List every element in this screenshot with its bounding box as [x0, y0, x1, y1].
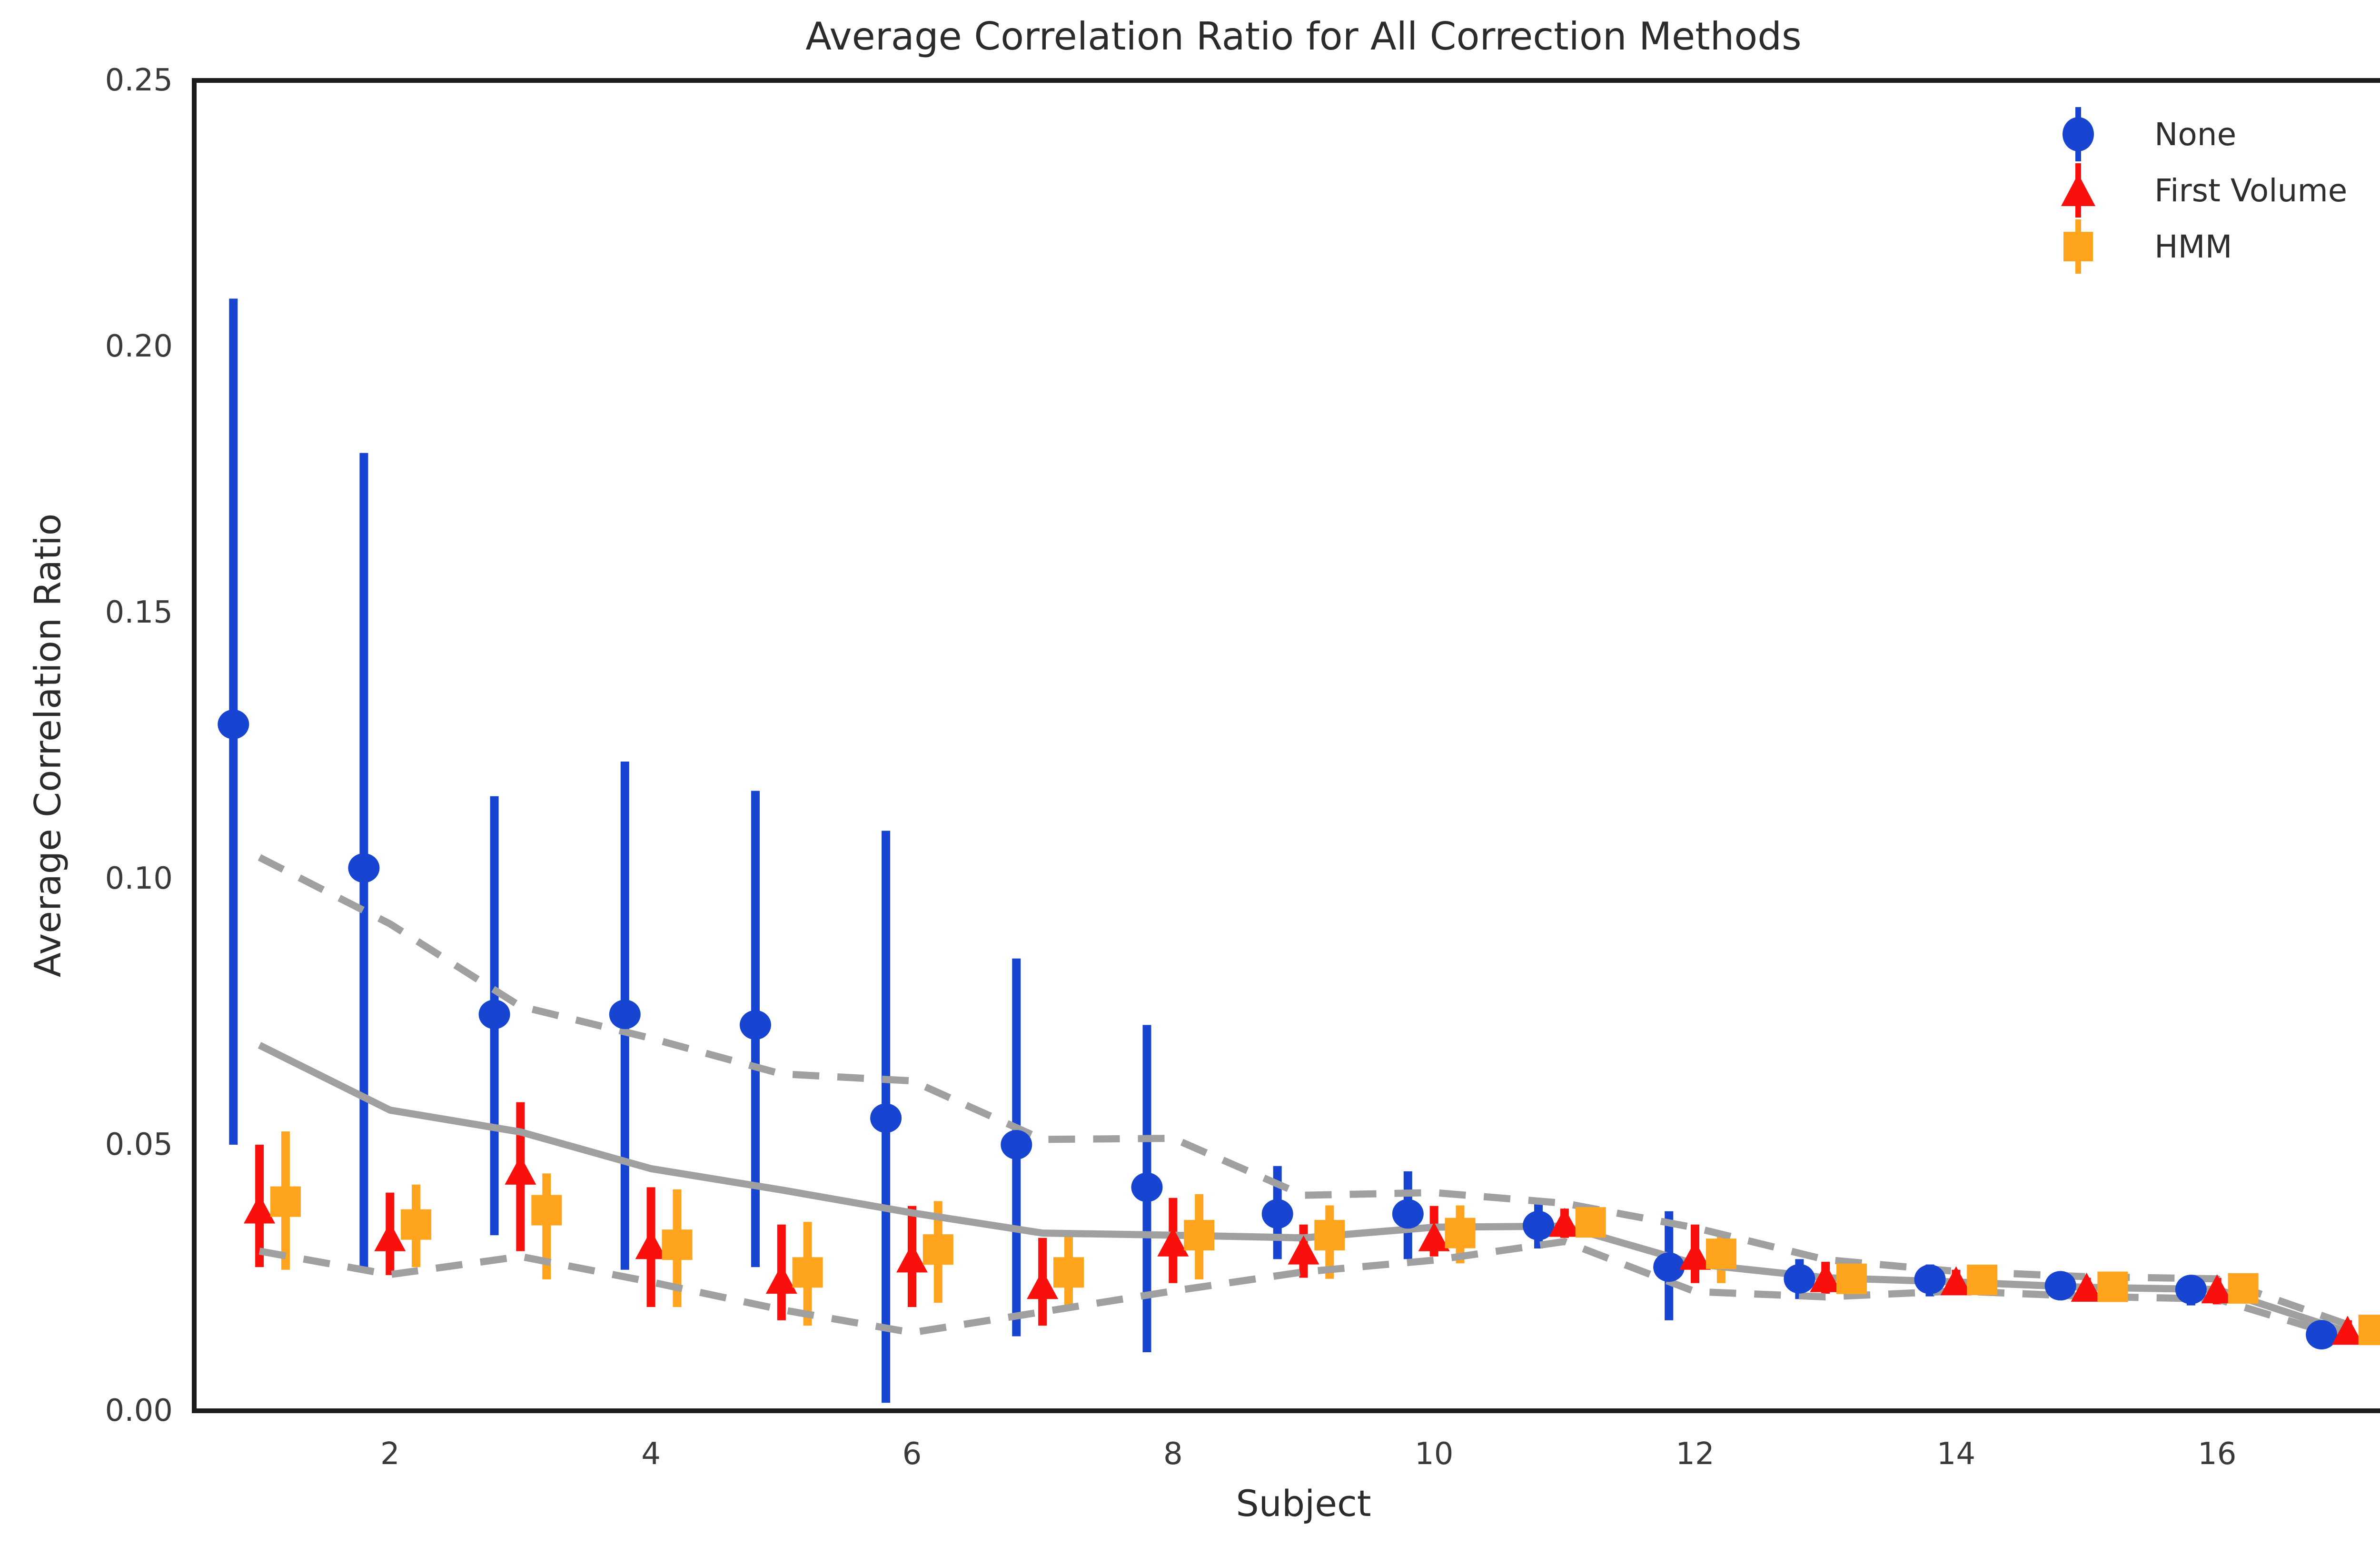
- first-volume-data-point: [1157, 1227, 1189, 1257]
- first-volume-data-point: [765, 1265, 797, 1294]
- hmm-data-point: [1314, 1220, 1345, 1251]
- square-marker-icon: [2063, 219, 2093, 274]
- hmm-data-point: [401, 1209, 432, 1240]
- hmm-data-point: [922, 1234, 953, 1265]
- none-data-point: [1261, 1199, 1293, 1229]
- first-volume-error-bars: [255, 1102, 2352, 1342]
- none-data-point: [2044, 1271, 2076, 1301]
- first-volume-data-point: [1940, 1266, 1972, 1296]
- hmm-data-point: [662, 1229, 693, 1260]
- y-axis-label: Average Correlation Ratio: [26, 513, 69, 978]
- legend-item-none: None: [2054, 106, 2347, 162]
- first-volume-data-point: [1027, 1270, 1059, 1299]
- legend: None First Volume HMM: [2054, 106, 2347, 275]
- first-volume-data-point: [2331, 1316, 2363, 1345]
- first-volume-markers: [244, 1155, 2363, 1345]
- none-data-point: [1523, 1210, 1554, 1240]
- y-tick-label: 0.15: [105, 595, 173, 630]
- first-volume-data-point: [896, 1243, 928, 1273]
- hmm-data-point: [531, 1195, 562, 1226]
- x-tick-label: 6: [902, 1436, 922, 1472]
- none-markers: [218, 709, 2338, 1350]
- plot-frame: [192, 78, 2380, 1413]
- hmm-data-point: [1836, 1263, 1867, 1294]
- first-volume-data-point: [244, 1194, 276, 1224]
- hmm-data-point: [270, 1186, 301, 1217]
- none-data-point: [1001, 1130, 1032, 1159]
- legend-triangle-glyph: [2061, 174, 2095, 206]
- none-data-point: [218, 709, 249, 739]
- x-tick-label: 8: [1163, 1436, 1183, 1472]
- none-data-point: [478, 1000, 510, 1030]
- hmm-data-point: [1575, 1207, 1606, 1238]
- legend-label-hmm: HMM: [2154, 228, 2232, 265]
- x-tick-label: 16: [2198, 1436, 2236, 1472]
- legend-item-hmm: HMM: [2054, 218, 2347, 275]
- first-volume-data-point: [505, 1155, 536, 1185]
- mean-line: [258, 1042, 2349, 1336]
- x-tick-label: 10: [1415, 1436, 1453, 1472]
- none-data-point: [1392, 1199, 1424, 1229]
- hmm-data-point: [1184, 1220, 1215, 1251]
- y-tick-label: 0.00: [105, 1393, 173, 1428]
- x-tick-label: 2: [380, 1436, 400, 1472]
- first-volume-data-point: [1418, 1222, 1450, 1251]
- first-volume-data-point: [2071, 1272, 2102, 1302]
- none-data-point: [1131, 1172, 1163, 1202]
- y-tick-label: 0.05: [105, 1127, 173, 1162]
- chart-title: Average Correlation Ratio for All Correc…: [805, 14, 1802, 59]
- lower-band-line: [258, 1238, 2349, 1342]
- circle-marker-icon: [2063, 107, 2094, 161]
- hmm-data-point: [2097, 1271, 2128, 1302]
- y-tick-label: 0.20: [105, 329, 173, 364]
- hmm-data-point: [1445, 1218, 1476, 1248]
- none-data-point: [609, 1000, 641, 1030]
- hmm-data-point: [1967, 1265, 1998, 1295]
- hmm-data-point: [1053, 1257, 1084, 1288]
- y-tick-label: 0.10: [105, 861, 173, 896]
- none-data-point: [1653, 1252, 1685, 1282]
- legend-circle-glyph: [2063, 117, 2094, 151]
- x-tick-label: 12: [1676, 1436, 1714, 1472]
- hmm-markers: [270, 1186, 2380, 1346]
- hmm-data-point: [792, 1257, 823, 1288]
- none-data-point: [2175, 1275, 2207, 1305]
- x-tick-label: 4: [641, 1436, 661, 1472]
- none-data-point: [1784, 1264, 1815, 1294]
- none-data-point: [348, 853, 380, 883]
- first-volume-data-point: [1548, 1208, 1580, 1237]
- first-volume-data-point: [1679, 1240, 1711, 1270]
- none-data-point: [740, 1010, 771, 1040]
- legend-square-glyph: [2063, 232, 2093, 261]
- first-volume-data-point: [2201, 1274, 2233, 1304]
- x-tick-label: 14: [1937, 1436, 1975, 1472]
- triangle-marker-icon: [2061, 163, 2095, 218]
- first-volume-data-point: [374, 1222, 406, 1251]
- legend-label-none: None: [2154, 116, 2237, 153]
- x-axis-label: Subject: [1236, 1482, 1371, 1525]
- none-data-point: [1914, 1264, 1946, 1294]
- first-volume-data-point: [1288, 1235, 1319, 1265]
- hmm-data-point: [1706, 1238, 1736, 1269]
- legend-label-first-volume: First Volume: [2154, 172, 2348, 209]
- none-data-point: [2306, 1320, 2338, 1350]
- hmm-data-point: [2358, 1315, 2380, 1346]
- legend-item-first-volume: First Volume: [2054, 162, 2347, 218]
- first-volume-data-point: [1810, 1263, 1842, 1292]
- y-tick-label: 0.25: [105, 63, 173, 98]
- hmm-data-point: [2228, 1273, 2259, 1304]
- none-data-point: [870, 1103, 902, 1133]
- first-volume-data-point: [635, 1230, 667, 1259]
